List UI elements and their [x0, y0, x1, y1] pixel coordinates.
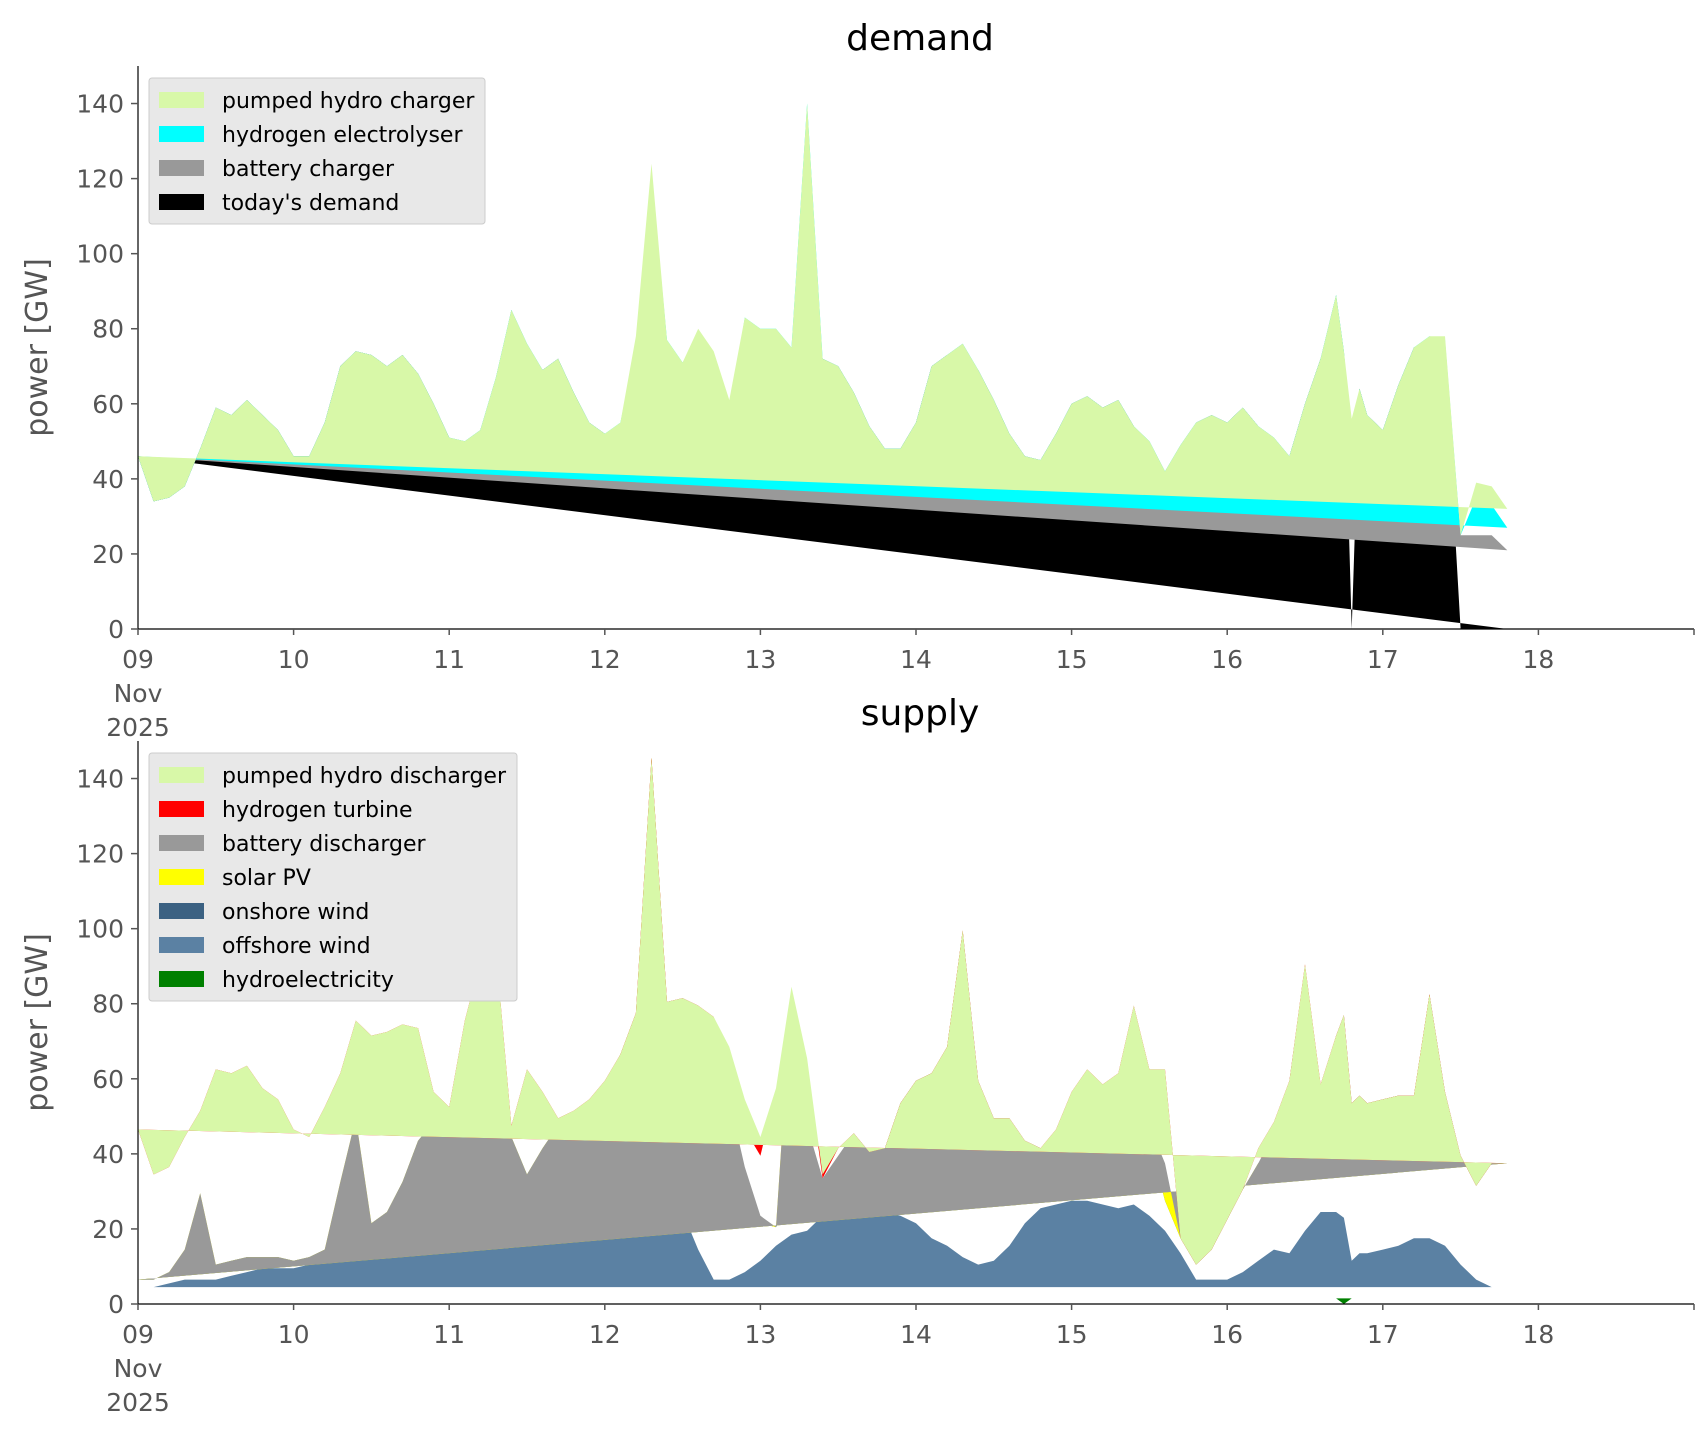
- legend-swatch: [159, 160, 204, 176]
- y-tick-label: 0: [108, 1290, 124, 1319]
- area-pumped-hydro-charger: [138, 103, 1508, 536]
- area-offshore-wind: [138, 1197, 1508, 1288]
- x-tick-label: 10: [278, 1320, 310, 1349]
- legend-label: solar PV: [222, 866, 311, 891]
- x-tick-label: 12: [589, 1320, 621, 1349]
- y-tick-label: 40: [92, 1140, 124, 1169]
- legend-label: pumped hydro charger: [222, 89, 475, 114]
- x-tick-label: 14: [900, 645, 932, 674]
- area-hydroelectricity: [138, 1298, 1508, 1304]
- x-tick-label: 11: [433, 1320, 465, 1349]
- legend-box: [148, 77, 486, 225]
- series-areas: [138, 757, 1508, 1304]
- legend-label: battery charger: [222, 157, 395, 182]
- area-battery-discharger: [138, 757, 1508, 1280]
- legend-swatch: [159, 869, 204, 885]
- y-tick-label: 20: [92, 1215, 124, 1244]
- x-tick-label: 12: [589, 645, 621, 674]
- legend-label: battery discharger: [222, 832, 427, 857]
- x-tick-label: 16: [1211, 645, 1243, 674]
- axes: 0 20 40 60 80 100 120 140 09 Nov 2025 10 11 12 13 14 15 1…: [76, 66, 1695, 742]
- legend-box: [148, 752, 518, 1002]
- x-tick-label: 17: [1367, 1320, 1399, 1349]
- legend-label: hydrogen turbine: [222, 798, 413, 823]
- chart-title: demand: [846, 18, 994, 59]
- x-tick-label: 17: [1367, 645, 1399, 674]
- y-tick-label: 60: [92, 1065, 124, 1094]
- chart-title: supply: [861, 693, 980, 734]
- x-tick-label: 18: [1522, 1320, 1554, 1349]
- legend-swatch: [159, 126, 204, 142]
- x-tick-label: 15: [1056, 645, 1088, 674]
- y-tick-label: 40: [92, 465, 124, 494]
- x-tick-label: 15: [1056, 1320, 1088, 1349]
- y-tick-label: 80: [92, 990, 124, 1019]
- y-tick-label: 100: [76, 240, 124, 269]
- legend: pumped hydro charger hydrogen electrolyse…: [148, 77, 486, 225]
- legend-label: offshore wind: [222, 934, 371, 959]
- y-tick-label: 60: [92, 390, 124, 419]
- y-tick-label: 140: [76, 765, 124, 794]
- legend-swatch: [159, 937, 204, 953]
- demand-chart: demand power [GW] 0 20 40 60 80 100 120 140 09 No…: [20, 18, 1695, 742]
- legend-swatch: [159, 971, 204, 987]
- series-areas: [138, 103, 1508, 629]
- y-tick-label: 0: [108, 615, 124, 644]
- legend-label: hydrogen electrolyser: [222, 123, 463, 148]
- y-axis-label: power [GW]: [20, 258, 55, 437]
- legend-label: hydroelectricity: [222, 968, 394, 993]
- y-tick-label: 120: [76, 165, 124, 194]
- y-tick-label: 120: [76, 840, 124, 869]
- x-tick-label: 13: [744, 1320, 776, 1349]
- x-tick-label: 10: [278, 645, 310, 674]
- x-tick-label: 11: [433, 645, 465, 674]
- x-tick-label: 18: [1522, 645, 1554, 674]
- legend-swatch: [159, 92, 204, 108]
- x-tick-label: 16: [1211, 1320, 1243, 1349]
- legend-swatch: [159, 835, 204, 851]
- legend-swatch: [159, 903, 204, 919]
- supply-chart: supply power [GW] 0 20 40 60 80 100 120 140 09 No…: [20, 693, 1695, 1417]
- legend: pumped hydro discharger hydrogen turbine b…: [148, 752, 518, 1002]
- y-tick-label: 80: [92, 315, 124, 344]
- y-tick-label: 140: [76, 90, 124, 119]
- legend-label: pumped hydro discharger: [222, 764, 507, 789]
- legend-swatch: [159, 801, 204, 817]
- area-pumped-hydro-discharger: [138, 757, 1508, 1265]
- x-tick-label: 14: [900, 1320, 932, 1349]
- y-axis-label: power [GW]: [20, 933, 55, 1112]
- axes: 0 20 40 60 80 100 120 140 09 Nov 2025 10 11 12 13 14 15 1…: [76, 741, 1695, 1417]
- legend-swatch: [159, 767, 204, 783]
- x-tick-label: 09 Nov 2025: [106, 645, 170, 742]
- y-tick-label: 20: [92, 540, 124, 569]
- x-tick-label: 13: [744, 645, 776, 674]
- legend-swatch: [159, 194, 204, 210]
- y-tick-label: 100: [76, 915, 124, 944]
- legend-label: onshore wind: [222, 900, 369, 925]
- legend-label: today's demand: [222, 191, 399, 216]
- x-tick-label: 09 Nov 2025: [106, 1320, 170, 1417]
